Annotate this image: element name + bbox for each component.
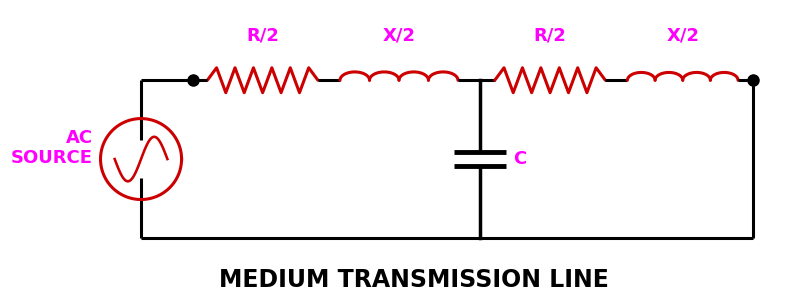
Text: X/2: X/2 <box>382 26 415 44</box>
Text: R/2: R/2 <box>534 26 567 44</box>
Text: MEDIUM TRANSMISSION LINE: MEDIUM TRANSMISSION LINE <box>219 268 608 292</box>
Text: R/2: R/2 <box>246 26 279 44</box>
Text: C: C <box>513 150 527 168</box>
Text: X/2: X/2 <box>666 26 699 44</box>
Text: AC
SOURCE: AC SOURCE <box>11 129 93 168</box>
